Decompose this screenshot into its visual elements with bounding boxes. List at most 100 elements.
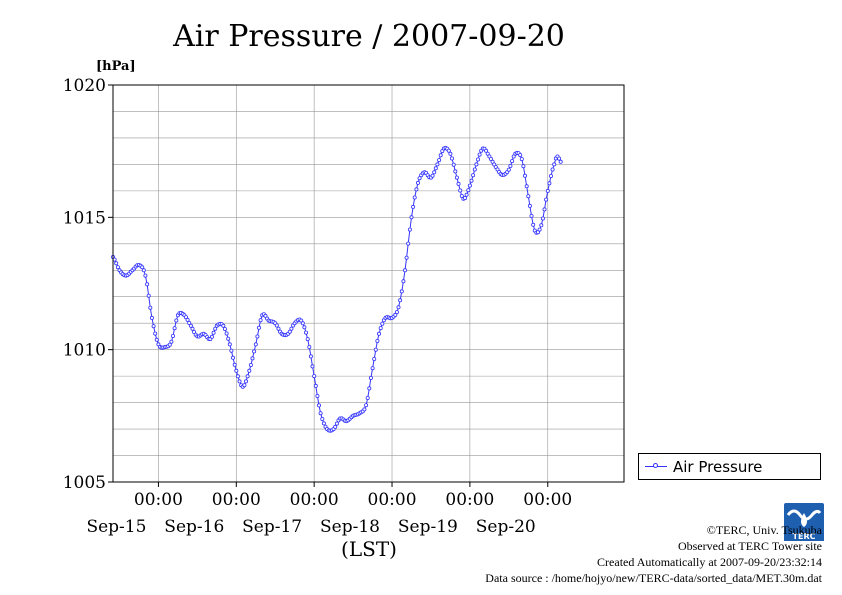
data-point [526, 194, 531, 199]
data-point [364, 403, 369, 408]
data-point [527, 203, 532, 208]
data-point [407, 227, 412, 232]
data-point [310, 364, 315, 369]
data-point [243, 379, 248, 384]
data-point [414, 187, 419, 192]
data-point [471, 173, 476, 178]
legend: Air Pressure [638, 453, 821, 480]
series-air-pressure [111, 145, 563, 433]
series-line [112, 147, 562, 432]
data-point [146, 293, 151, 298]
data-point [362, 407, 367, 412]
data-point [303, 330, 308, 335]
data-point [222, 326, 227, 331]
data-point [115, 265, 120, 270]
y-axis-label: [hPa] [96, 59, 136, 74]
x-axis-label: (LST) [341, 537, 397, 561]
x-tick-label-time: 00:00 [445, 490, 494, 510]
data-point [545, 188, 550, 193]
data-point [406, 241, 411, 246]
data-point [224, 331, 229, 336]
x-tick-label-time: 00:00 [134, 490, 183, 510]
data-point [334, 421, 339, 426]
data-point [459, 193, 464, 198]
data-point [300, 321, 305, 326]
data-point [370, 366, 375, 371]
y-tick-label: 1015 [63, 208, 106, 228]
data-point [508, 163, 513, 168]
data-point [141, 268, 146, 273]
data-point [380, 321, 385, 326]
chart-title: Air Pressure / 2007-09-20 [172, 19, 565, 54]
y-tick-label: 1005 [63, 473, 106, 493]
data-point [276, 326, 281, 331]
data-point [484, 148, 489, 153]
data-point [472, 167, 477, 172]
data-point [114, 261, 119, 266]
data-point [307, 344, 312, 349]
data-point [488, 156, 493, 161]
data-point [435, 162, 440, 167]
data-point [375, 338, 380, 343]
credit-observed: Observed at TERC Tower site [677, 539, 822, 553]
data-point [396, 305, 401, 310]
data-point [209, 334, 214, 339]
data-point [302, 325, 307, 330]
data-point [448, 151, 453, 156]
data-point [506, 167, 511, 172]
data-point [474, 162, 479, 167]
data-point [232, 362, 237, 367]
data-point [234, 368, 239, 373]
data-point [519, 157, 524, 162]
data-point [318, 411, 323, 416]
data-point [404, 255, 409, 260]
x-tick-label-day: Sep-16 [164, 517, 224, 537]
data-point [143, 273, 148, 278]
credit-created: Created Automatically at 2007-09-20/23:3… [597, 555, 822, 569]
data-point [547, 181, 552, 186]
data-point [190, 326, 195, 331]
data-point [148, 305, 153, 310]
data-point [539, 223, 544, 228]
data-point [256, 325, 261, 330]
data-point [432, 170, 437, 175]
credits-block: ©TERC, Univ. Tsukuba Observed at TERC To… [485, 522, 822, 586]
data-point [510, 159, 515, 164]
data-point [462, 196, 467, 201]
data-point [542, 207, 547, 212]
data-point [475, 157, 480, 162]
data-point [333, 424, 338, 429]
data-point [287, 329, 292, 334]
data-point [149, 315, 154, 320]
data-point [174, 318, 179, 323]
data-point [229, 348, 234, 353]
data-point [537, 227, 542, 232]
data-point [305, 337, 310, 342]
data-point [227, 342, 232, 347]
data-point [458, 188, 463, 193]
x-tick-label-day: Sep-15 [86, 517, 146, 537]
y-tick-label: 1020 [63, 76, 106, 96]
data-point [398, 298, 403, 303]
data-point [308, 354, 313, 359]
data-point [540, 216, 545, 221]
terc-logo-icon: TERC [784, 503, 824, 541]
data-point [411, 204, 416, 209]
data-point [274, 323, 279, 328]
data-point [313, 383, 318, 388]
data-point [466, 188, 471, 193]
data-point [315, 393, 320, 398]
data-point [247, 368, 252, 373]
x-tick-label-time: 00:00 [290, 490, 339, 510]
x-tick-label-day: Sep-20 [476, 517, 536, 537]
data-point [524, 184, 529, 189]
data-point [477, 152, 482, 157]
data-point [557, 156, 562, 161]
x-tick-label-time: 00:00 [212, 490, 261, 510]
plot-frame [112, 84, 625, 483]
x-axis-ticks: 00:00 Sep-15 00:00 Sep-16 00:00 Sep-17 00:00 Se… [86, 482, 572, 537]
data-point [321, 421, 326, 426]
data-point [226, 336, 231, 341]
data-point [373, 347, 378, 352]
data-point [469, 178, 474, 183]
